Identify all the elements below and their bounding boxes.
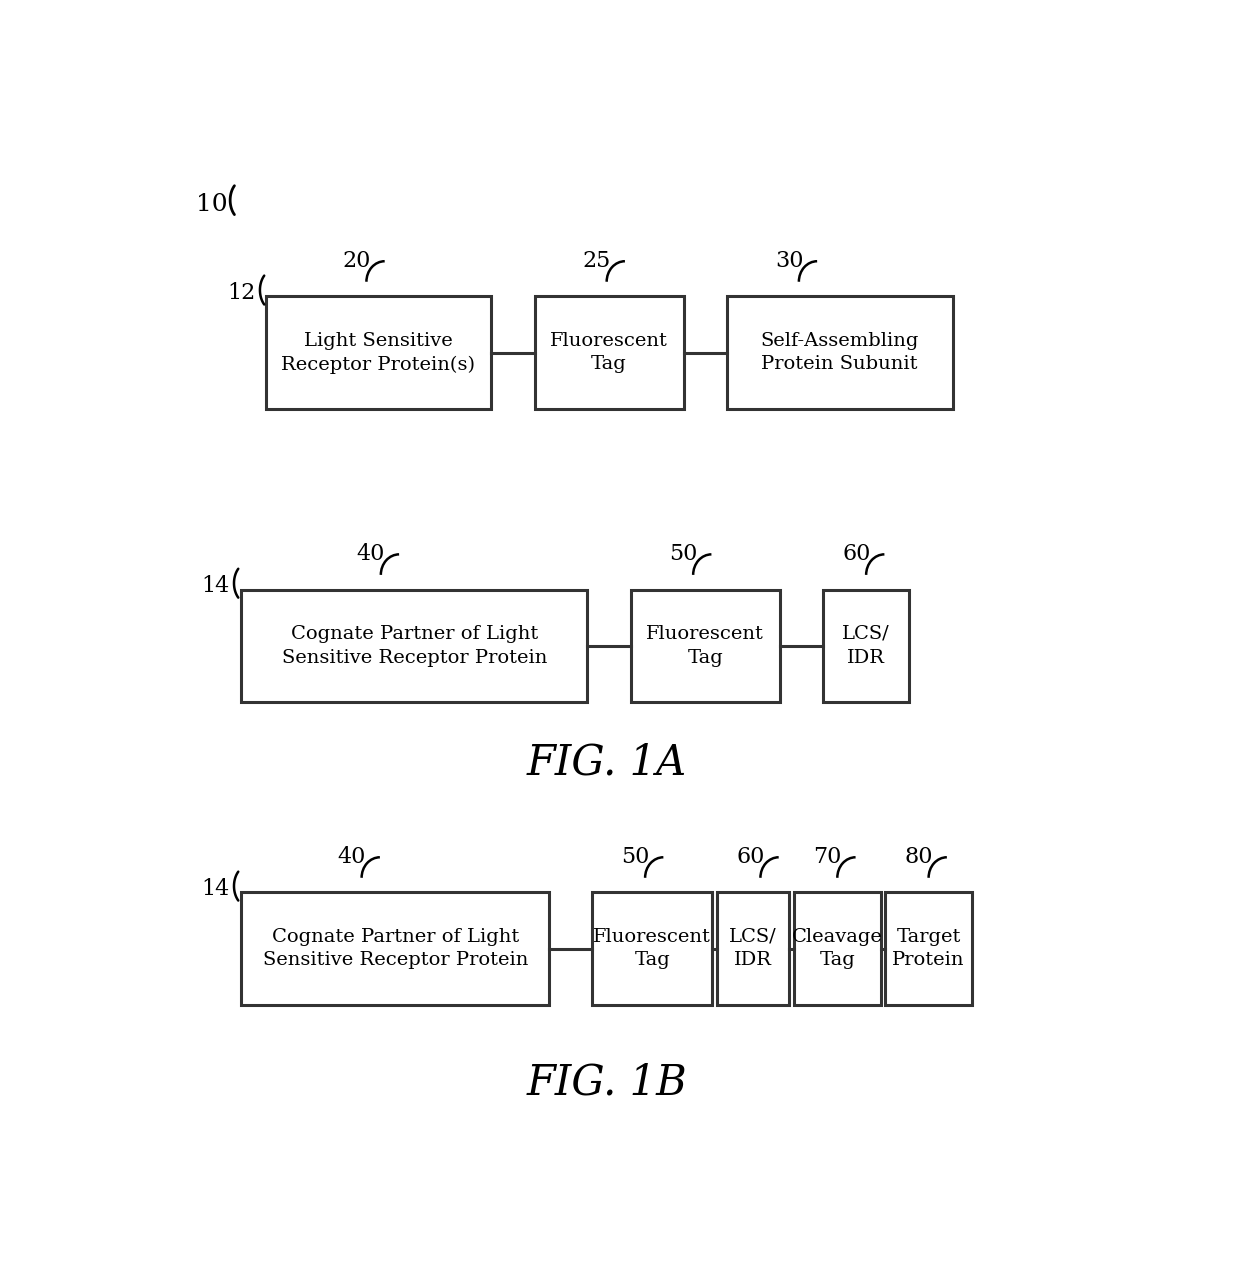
Bar (242, 892, 549, 1005)
Bar (794, 892, 880, 1005)
Text: 12: 12 (227, 282, 255, 303)
Text: 14: 14 (201, 878, 229, 900)
Text: FIG. 1A: FIG. 1A (527, 742, 687, 784)
Text: LCS/
IDR: LCS/ IDR (842, 624, 890, 666)
Bar (242, 590, 588, 702)
Text: FIG. 1B: FIG. 1B (526, 1061, 687, 1104)
Text: Fluorescent
Tag: Fluorescent Tag (646, 624, 764, 666)
Text: Cleavage
Tag: Cleavage Tag (792, 928, 883, 970)
Bar (631, 590, 780, 702)
Text: 40: 40 (337, 846, 366, 868)
Text: 60: 60 (842, 543, 870, 565)
Text: 10: 10 (196, 193, 228, 216)
Text: LCS/
IDR: LCS/ IDR (729, 928, 777, 970)
Text: 60: 60 (737, 846, 765, 868)
Bar (885, 892, 972, 1005)
Text: 25: 25 (583, 250, 611, 272)
Bar (593, 892, 713, 1005)
Text: Fluorescent
Tag: Fluorescent Tag (551, 331, 668, 373)
Text: 20: 20 (342, 250, 371, 272)
Text: 50: 50 (670, 543, 698, 565)
Bar (717, 892, 789, 1005)
Text: Cognate Partner of Light
Sensitive Receptor Protein: Cognate Partner of Light Sensitive Recep… (263, 928, 528, 970)
Bar (727, 297, 952, 409)
Text: Fluorescent
Tag: Fluorescent Tag (594, 928, 712, 970)
Text: Target
Protein: Target Protein (893, 928, 965, 970)
Bar (534, 297, 683, 409)
Text: 30: 30 (775, 250, 804, 272)
Text: Light Sensitive
Receptor Protein(s): Light Sensitive Receptor Protein(s) (281, 331, 475, 373)
Text: Cognate Partner of Light
Sensitive Receptor Protein: Cognate Partner of Light Sensitive Recep… (281, 624, 547, 666)
Text: 50: 50 (621, 846, 650, 868)
Text: Self-Assembling
Protein Subunit: Self-Assembling Protein Subunit (760, 331, 919, 373)
Text: 40: 40 (357, 543, 386, 565)
Bar (265, 297, 491, 409)
Bar (823, 590, 909, 702)
Text: 14: 14 (201, 575, 229, 596)
Text: 70: 70 (813, 846, 842, 868)
Text: 80: 80 (905, 846, 932, 868)
